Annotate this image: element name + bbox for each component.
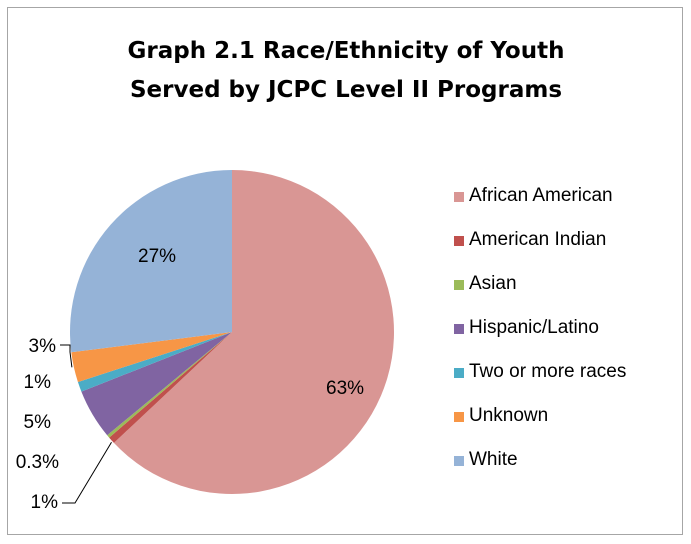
data-label-african-american: 63%	[326, 378, 364, 399]
legend-item-white: White	[454, 449, 626, 493]
chart-title: Graph 2.1 Race/Ethnicity of Youth Served…	[8, 32, 684, 110]
legend-swatch	[454, 280, 464, 290]
chart-title-line-1: Graph 2.1 Race/Ethnicity of Youth	[127, 38, 565, 64]
data-label-asian: 0.3%	[16, 452, 59, 473]
leader-line-american-indian	[62, 442, 112, 504]
pie-slice-asian	[107, 332, 232, 438]
legend-item-two-or-more-races: Two or more races	[454, 361, 626, 405]
legend-label: Two or more races	[469, 361, 627, 382]
legend-item-asian: Asian	[454, 273, 626, 317]
pie-slice-two-or-more-races	[77, 332, 233, 392]
pie-slice-hispanic-latino	[81, 332, 232, 436]
data-label-hispanic-latino: 5%	[24, 412, 52, 433]
chart-area: Graph 2.1 Race/Ethnicity of Youth Served…	[7, 7, 683, 535]
legend-item-unknown: Unknown	[454, 405, 626, 449]
data-label-white: 27%	[138, 246, 176, 267]
chart-title-line-2: Served by JCPC Level II Programs	[129, 77, 563, 103]
legend-label: Unknown	[469, 405, 549, 426]
legend-item-african-american: African American	[454, 185, 626, 229]
legend-swatch	[454, 324, 464, 334]
legend-swatch	[454, 456, 464, 466]
legend-label: American Indian	[469, 229, 607, 250]
legend-swatch	[454, 368, 464, 378]
pie-slice-african-american	[113, 170, 394, 494]
legend-label: White	[469, 449, 518, 470]
pie-chart: 63% 1% 0.3% 5% 1% 3% 27%	[16, 170, 394, 513]
legend: African American American Indian Asian Hisp…	[454, 185, 626, 493]
data-label-american-indian: 1%	[31, 492, 59, 513]
legend-swatch	[454, 412, 464, 422]
pie-slice-white	[70, 170, 232, 353]
pie-slice-unknown	[71, 332, 232, 383]
pie-slice-american-indian	[109, 332, 232, 443]
legend-label: Asian	[469, 273, 517, 294]
legend-label: Hispanic/Latino	[469, 317, 599, 338]
legend-item-hispanic-latino: Hispanic/Latino	[454, 317, 626, 361]
data-label-unknown: 3%	[29, 336, 57, 357]
legend-label: African American	[469, 185, 613, 206]
legend-item-american-indian: American Indian	[454, 229, 626, 273]
data-label-two-or-more-races: 1%	[24, 372, 52, 393]
legend-swatch	[454, 192, 464, 202]
leader-line-unknown	[60, 344, 73, 368]
legend-swatch	[454, 236, 464, 246]
